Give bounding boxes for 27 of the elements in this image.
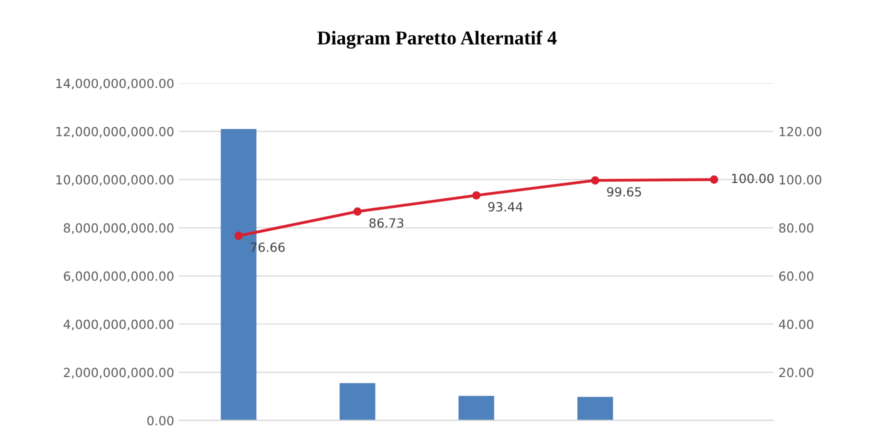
y-tick-label: 14,000,000,000.00 bbox=[56, 78, 174, 90]
y2-tick-label: 80.00 bbox=[779, 223, 814, 233]
y2-tick-label: 60.00 bbox=[779, 271, 814, 281]
point bbox=[472, 191, 480, 200]
y-tick-label: 6,000,000,000.00 bbox=[64, 271, 174, 282]
point bbox=[591, 176, 600, 185]
y2-tick-label: 100.00 bbox=[780, 175, 822, 185]
y-tick-label: 10,000,000,000.00 bbox=[56, 175, 174, 186]
y2-tick-label: 40.00 bbox=[778, 320, 814, 330]
data-label: 86.73 bbox=[369, 218, 404, 228]
point bbox=[353, 207, 362, 216]
chart-title: Diagram Paretto Alternatif 4 bbox=[317, 30, 557, 49]
y-tick-label: 12,000,000,000.00 bbox=[56, 126, 174, 138]
data-label: 99.65 bbox=[607, 187, 641, 197]
y-tick-label: 2,000,000,000.00 bbox=[64, 368, 174, 378]
point bbox=[710, 175, 718, 184]
data-label: 93.44 bbox=[488, 202, 523, 212]
y-tick-label: 0.00 bbox=[147, 416, 174, 426]
y-tick-label: 4,000,000,000.00 bbox=[64, 320, 174, 330]
bar bbox=[340, 383, 376, 420]
bar bbox=[577, 396, 614, 420]
data-label: 100.00 bbox=[732, 174, 774, 184]
point bbox=[234, 232, 243, 240]
y2-tick-label: 120.00 bbox=[780, 126, 822, 136]
y2-tick-label: 20.00 bbox=[779, 368, 814, 378]
y-tick-label: 8,000,000,000.00 bbox=[64, 223, 174, 234]
bar bbox=[458, 396, 494, 420]
